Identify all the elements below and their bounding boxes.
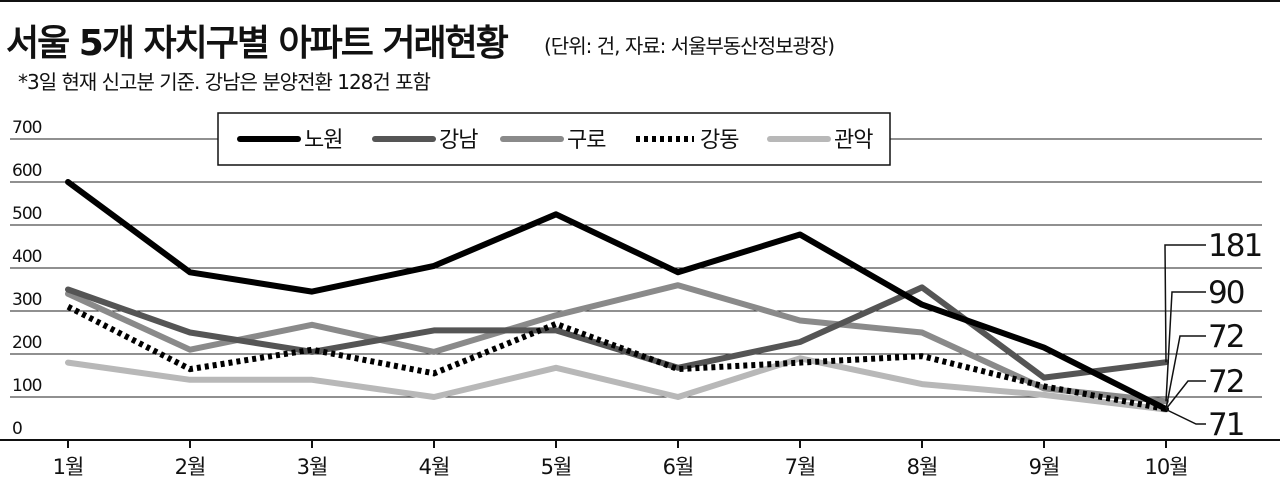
- legend-label: 구로: [567, 128, 606, 153]
- callout-line: [1165, 291, 1206, 402]
- y-tick-label: 200: [12, 333, 42, 353]
- legend: 노원 강남 구로 강동 관악: [217, 112, 891, 166]
- y-tick-label: 400: [12, 247, 42, 267]
- x-tick-label: 9월: [1029, 455, 1060, 479]
- top-rule: [0, 0, 1280, 2]
- chart-title: 서울 5개 자치구별 아파트 거래현황: [6, 23, 509, 64]
- series-line-강남: [65, 284, 1169, 381]
- end-value-label: 181: [1208, 228, 1261, 264]
- series-lines: [65, 179, 1169, 413]
- x-tick-label: 4월: [419, 455, 450, 479]
- x-tick-label: 6월: [663, 455, 694, 479]
- series-line-노원: [65, 179, 1169, 412]
- y-tick-label: 300: [12, 290, 42, 310]
- unit-source-note: (단위: 건, 자료: 서울부동산정보광장): [544, 34, 835, 58]
- y-tick-label: 700: [12, 118, 42, 138]
- x-tick-label: 2월: [175, 455, 206, 479]
- callout-line: [1165, 335, 1206, 410]
- x-axis: 1월 2월 3월 4월 5월 6월 7월 8월 9월 10월: [0, 439, 1280, 479]
- series-line-강동: [66, 304, 1167, 412]
- end-value-label: 90: [1208, 275, 1244, 311]
- legend-label: 강동: [700, 128, 739, 153]
- legend-label: 강남: [439, 128, 478, 153]
- end-value-callouts: 181 90 72 72 71: [1164, 228, 1263, 443]
- legend-label: 노원: [304, 128, 342, 153]
- x-tick-label: 1월: [53, 455, 84, 479]
- x-tick-label: 3월: [297, 455, 328, 479]
- end-value-label: 72: [1208, 319, 1243, 355]
- y-tick-label: 100: [12, 376, 42, 396]
- end-value-label: 72: [1208, 364, 1243, 400]
- end-value-label: 71: [1208, 407, 1243, 443]
- y-tick-labels: 0 100 200 300 400 500 600 700: [12, 118, 43, 439]
- legend-label: 관악: [834, 128, 873, 153]
- grid-lines: [10, 138, 1262, 398]
- x-tick-label: 8월: [907, 455, 938, 479]
- x-tick-label: 5월: [541, 455, 572, 479]
- y-tick-label: 500: [12, 204, 42, 224]
- series-line-구로: [65, 282, 1169, 405]
- footnote: *3일 현재 신고분 기준. 강남은 분양전환 128건 포함: [18, 70, 431, 94]
- callout-line: [1165, 380, 1206, 410]
- callout-line: [1164, 244, 1206, 363]
- y-tick-label: 0: [12, 419, 22, 439]
- x-tick-label: 7월: [785, 455, 816, 479]
- series-line-관악: [65, 355, 1169, 413]
- y-tick-label: 600: [12, 161, 42, 181]
- x-tick-label: 10월: [1144, 455, 1187, 479]
- callout-line: [1165, 408, 1206, 425]
